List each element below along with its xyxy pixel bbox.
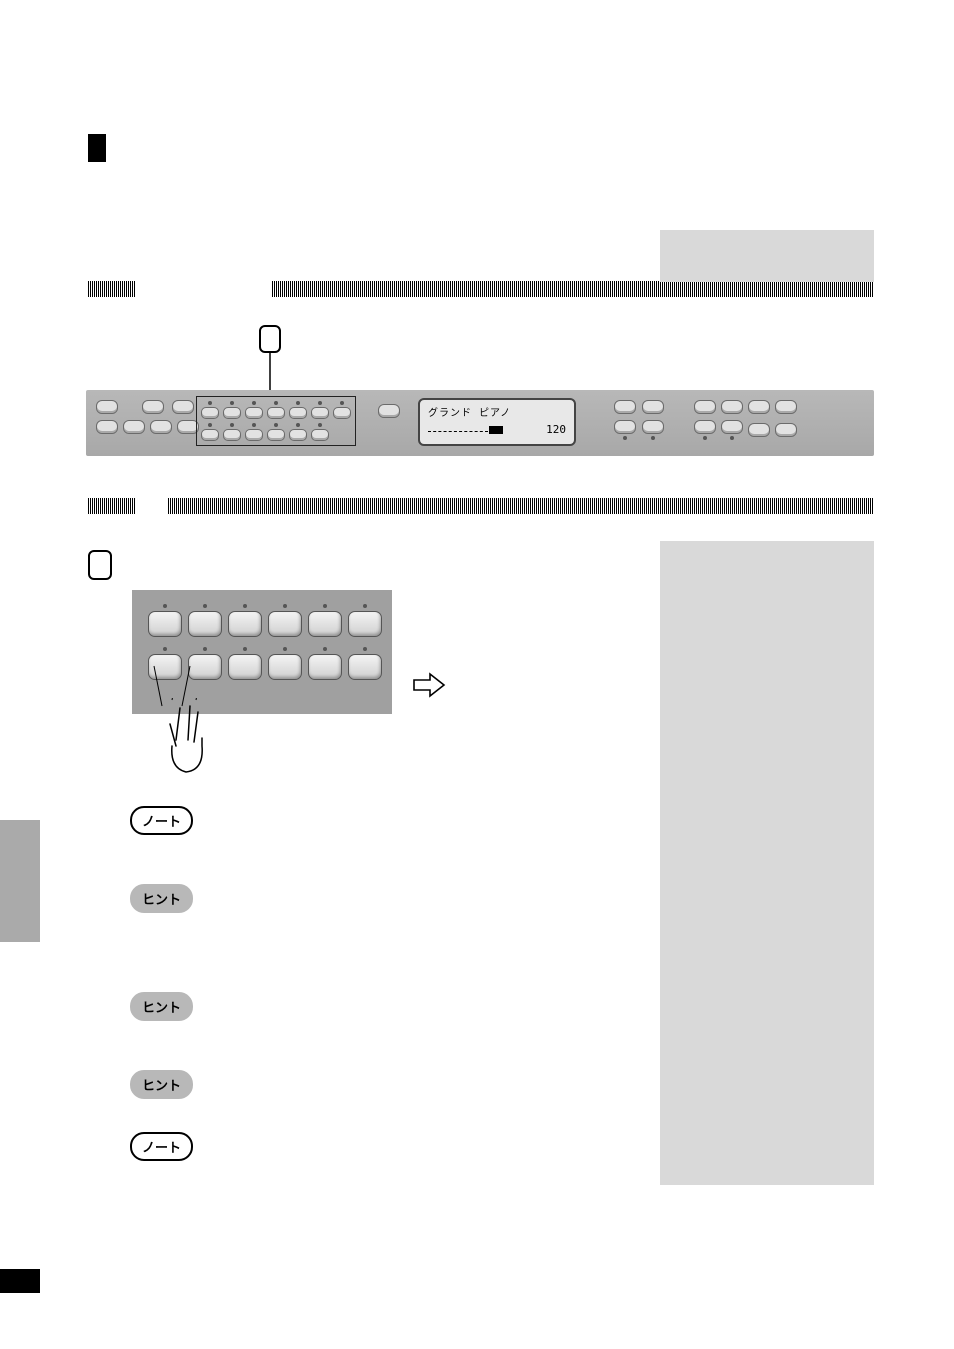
page-number bbox=[0, 1269, 40, 1293]
lcd-voice-name: グランド ピアノ bbox=[428, 404, 566, 419]
panel-button[interactable] bbox=[642, 400, 664, 414]
panel-button[interactable] bbox=[150, 420, 172, 434]
panel-right-b bbox=[694, 400, 797, 440]
panel-button[interactable] bbox=[721, 420, 743, 434]
voice-button[interactable] bbox=[245, 429, 263, 441]
lcd-tempo: 120 bbox=[546, 423, 566, 436]
panel-button[interactable] bbox=[775, 423, 797, 437]
voice-button[interactable] bbox=[223, 429, 241, 441]
note-label: ノート bbox=[130, 1132, 193, 1161]
voice-button[interactable] bbox=[333, 407, 351, 419]
voice-button[interactable] bbox=[267, 429, 285, 441]
voice-button[interactable] bbox=[223, 407, 241, 419]
voice-button[interactable] bbox=[245, 407, 263, 419]
panel-button[interactable] bbox=[172, 400, 194, 414]
panel-button[interactable] bbox=[142, 400, 164, 414]
divider-row-2 bbox=[0, 498, 954, 514]
hatch-right bbox=[168, 498, 874, 514]
hatch-left bbox=[88, 281, 136, 297]
voice-button[interactable] bbox=[228, 611, 262, 637]
voice-button[interactable] bbox=[268, 654, 302, 680]
voice-button[interactable] bbox=[188, 611, 222, 637]
voice-button[interactable] bbox=[201, 407, 219, 419]
voice-button[interactable] bbox=[308, 611, 342, 637]
voice-button[interactable] bbox=[289, 407, 307, 419]
panel-right-a bbox=[614, 400, 664, 440]
voice-button[interactable] bbox=[311, 429, 329, 441]
lcd-meter-icon bbox=[489, 426, 503, 434]
panel-button[interactable] bbox=[748, 400, 770, 414]
instrument-panel: グランド ピアノ 120 bbox=[86, 390, 874, 456]
panel-button[interactable] bbox=[694, 400, 716, 414]
hint-label: ヒント bbox=[130, 884, 193, 913]
voice-button[interactable] bbox=[348, 654, 382, 680]
note-label: ノート bbox=[130, 806, 193, 835]
callout-box-top bbox=[660, 230, 874, 282]
voice-button[interactable] bbox=[148, 611, 182, 637]
panel-button[interactable] bbox=[721, 400, 743, 414]
step-indicator-2 bbox=[88, 550, 112, 580]
voice-button[interactable] bbox=[289, 429, 307, 441]
lcd-screen: グランド ピアノ 120 bbox=[418, 398, 576, 446]
hint-label: ヒント bbox=[130, 992, 193, 1021]
arrow-right-icon bbox=[412, 672, 446, 698]
step-indicator-1 bbox=[259, 325, 281, 353]
panel-button[interactable] bbox=[123, 420, 145, 434]
voice-button[interactable] bbox=[267, 407, 285, 419]
panel-voice-group bbox=[196, 396, 356, 446]
voice-button[interactable] bbox=[201, 429, 219, 441]
panel-button[interactable] bbox=[694, 420, 716, 434]
panel-button[interactable] bbox=[642, 420, 664, 434]
hatch-right bbox=[272, 281, 874, 297]
panel-button[interactable] bbox=[614, 400, 636, 414]
panel-left-cluster bbox=[96, 400, 199, 434]
divider-row-1 bbox=[0, 281, 954, 297]
panel-button[interactable] bbox=[775, 400, 797, 414]
panel-button[interactable] bbox=[96, 420, 118, 434]
panel-button[interactable] bbox=[748, 423, 770, 437]
voice-button[interactable] bbox=[228, 654, 262, 680]
callout-box-side bbox=[660, 541, 874, 1185]
hint-label: ヒント bbox=[130, 1070, 193, 1099]
hatch-left bbox=[88, 498, 136, 514]
chapter-tab bbox=[0, 820, 40, 942]
section-marker bbox=[88, 134, 106, 162]
panel-button[interactable] bbox=[614, 420, 636, 434]
voice-button[interactable] bbox=[268, 611, 302, 637]
voice-button[interactable] bbox=[308, 654, 342, 680]
panel-button[interactable] bbox=[96, 400, 118, 414]
voice-button[interactable] bbox=[348, 611, 382, 637]
panel-button[interactable] bbox=[378, 404, 400, 418]
hand-connector-lines bbox=[152, 658, 212, 718]
voice-button[interactable] bbox=[311, 407, 329, 419]
